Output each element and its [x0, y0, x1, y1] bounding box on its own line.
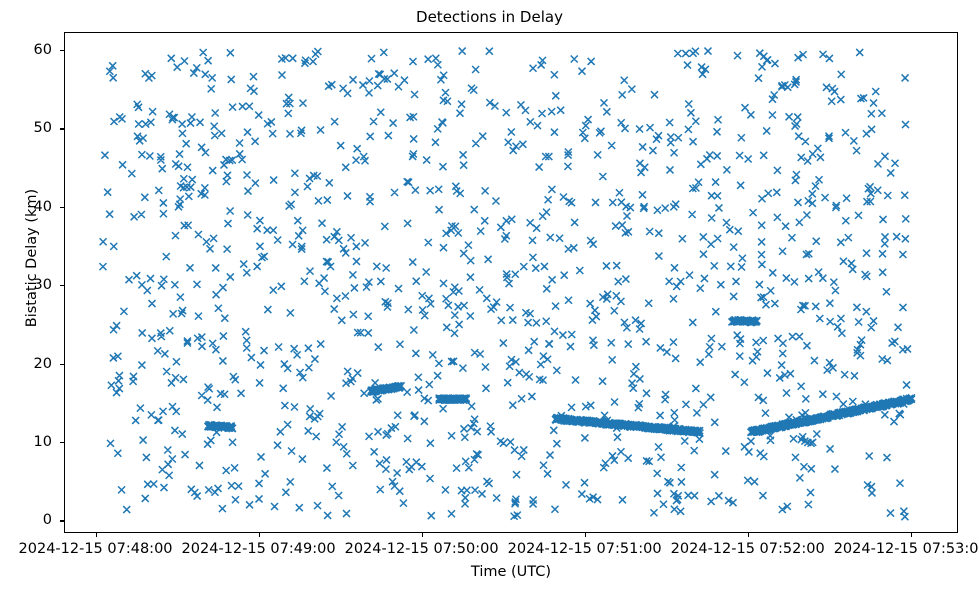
y-tick-mark	[60, 128, 64, 130]
x-tick-mark	[258, 533, 260, 537]
y-tick-label: 30	[33, 277, 52, 294]
x-tick-label: 2024-12-15 07:53:00	[833, 541, 979, 557]
y-tick-label: 60	[33, 42, 52, 59]
y-tick-mark	[60, 442, 64, 444]
chart-title: Detections in Delay	[416, 8, 563, 26]
x-tick-label: 2024-12-15 07:48:00	[18, 541, 173, 557]
x-tick-mark	[421, 533, 423, 537]
y-tick-mark	[60, 363, 64, 365]
x-tick-label: 2024-12-15 07:52:00	[670, 541, 825, 557]
y-tick-mark	[60, 520, 64, 522]
y-axis-label: Bistatic Delay (km)	[24, 188, 40, 328]
y-tick-label: 40	[33, 198, 52, 215]
plot-area[interactable]	[64, 32, 958, 533]
x-tick-mark	[747, 533, 749, 537]
y-tick-label: 20	[33, 355, 52, 372]
x-tick-label: 2024-12-15 07:49:00	[181, 541, 336, 557]
x-tick-mark	[584, 533, 586, 537]
scatter-markers	[98, 47, 916, 521]
y-tick-mark	[60, 285, 64, 287]
y-tick-label: 0	[42, 512, 52, 529]
scatter-series-layer	[98, 47, 916, 521]
y-tick-label: 10	[33, 434, 52, 451]
y-tick-mark	[60, 50, 64, 52]
y-tick-label: 50	[33, 120, 52, 137]
x-tick-mark	[95, 533, 97, 537]
x-axis-label: Time (UTC)	[470, 564, 552, 580]
x-tick-mark	[910, 533, 912, 537]
x-tick-label: 2024-12-15 07:51:00	[507, 541, 662, 557]
y-tick-mark	[60, 206, 64, 208]
x-tick-label: 2024-12-15 07:50:00	[344, 541, 499, 557]
